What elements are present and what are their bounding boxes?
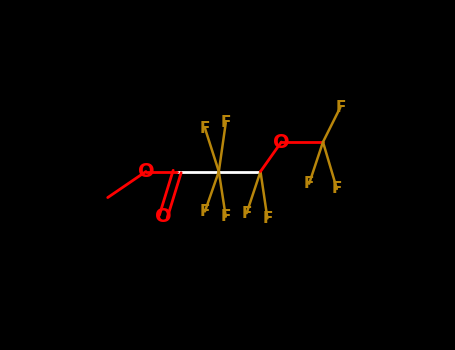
Text: F: F — [332, 181, 342, 196]
Text: F: F — [262, 211, 273, 226]
Text: O: O — [273, 133, 290, 152]
Text: O: O — [155, 207, 172, 226]
Text: F: F — [200, 121, 210, 135]
Text: F: F — [335, 100, 345, 115]
Text: F: F — [304, 176, 314, 191]
Text: F: F — [200, 204, 210, 219]
Text: F: F — [221, 116, 231, 131]
Text: F: F — [242, 206, 252, 221]
Text: F: F — [221, 209, 231, 224]
Text: O: O — [137, 162, 154, 181]
